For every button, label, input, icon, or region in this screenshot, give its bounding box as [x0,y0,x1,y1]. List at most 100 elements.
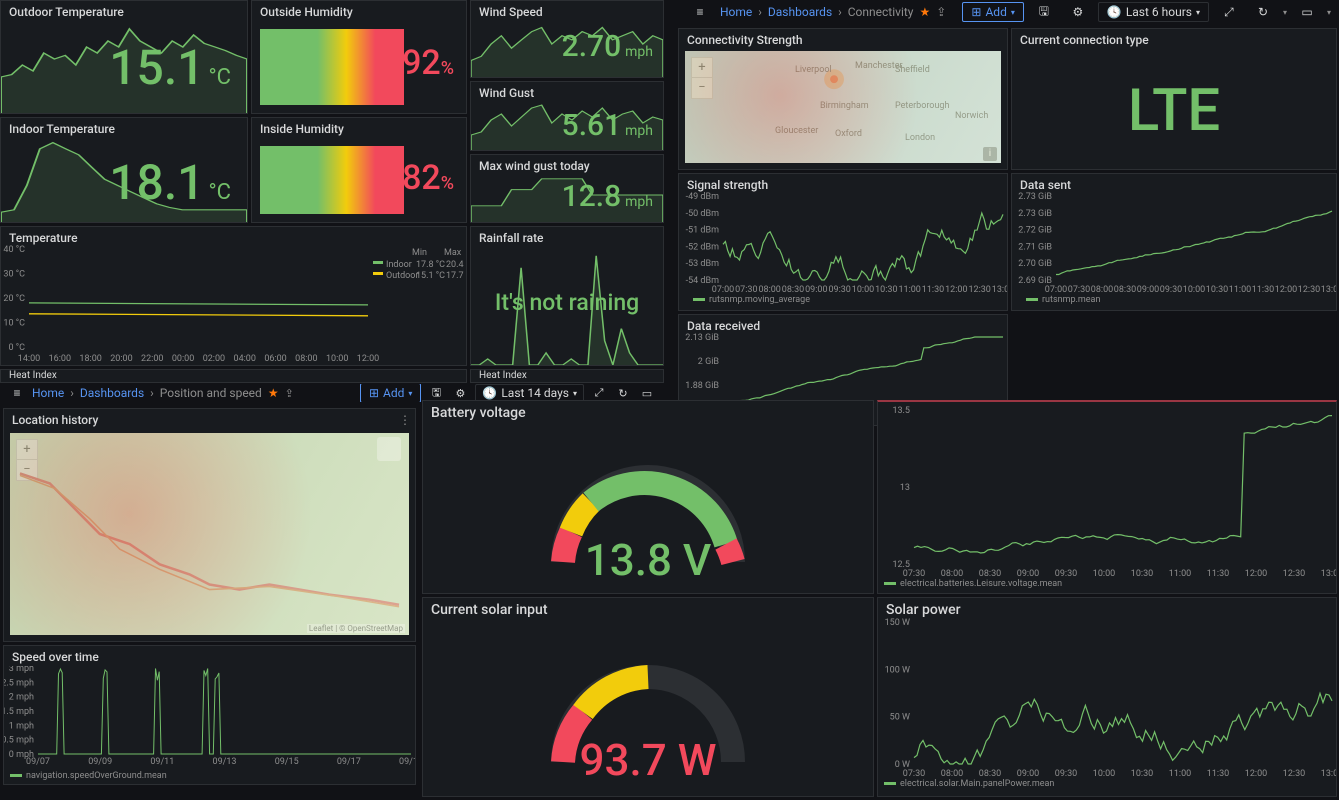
zoom-out-icon[interactable]: ⤢ [1215,0,1243,24]
svg-text:07:30: 07:30 [903,769,925,779]
panel-outdoor-temp[interactable]: Outdoor Temperature 15.1 °C [0,0,248,114]
panel-title: Connectivity Strength [679,29,1007,51]
svg-text:12:30: 12:30 [1283,769,1305,779]
panel-heat-index-left[interactable]: Heat Index [0,369,467,383]
svg-text:rutsnmp.moving_average: rutsnmp.moving_average [709,295,810,305]
svg-text:2.73 GiB: 2.73 GiB [1018,192,1052,202]
share-icon[interactable]: ⇪ [285,387,294,400]
crumb-dashboards[interactable]: Dashboards [80,386,144,400]
panel-speed-over-time[interactable]: Speed over time 0 mph0.5 mph1 mph1.5 mph… [3,645,416,785]
svg-text:10:00: 10:00 [1093,769,1115,779]
zoom-out-button[interactable]: − [17,460,37,480]
panel-indoor-temp[interactable]: Indoor Temperature 18.1 °C [0,117,248,223]
panel-signal-strength[interactable]: Signal strength -54 dBm-53 dBm-52 dBm-51… [678,173,1008,311]
panel-title: Heat Index [471,370,663,381]
svg-text:08:00: 08:00 [295,354,317,364]
panel-battery-voltage[interactable]: Battery voltage 13.8 V [422,400,874,594]
star-icon[interactable]: ★ [919,5,930,19]
panel-data-sent[interactable]: Data sent 2.69 GiB2.70 GiB2.71 GiB2.72 G… [1011,173,1337,311]
add-button[interactable]: ⊞Add▾ [360,384,421,402]
outdoor-temp-unit: °C [208,65,231,90]
svg-text:2.70 GiB: 2.70 GiB [1018,259,1052,269]
svg-text:2 GiB: 2 GiB [698,357,720,367]
svg-text:11:00: 11:00 [1169,769,1191,779]
svg-text:-50 dBm: -50 dBm [686,209,720,219]
panel-connectivity-strength[interactable]: Connectivity Strength +− Liverpool Manch… [678,28,1008,170]
panel-wind-gust[interactable]: Wind Gust 5.61 mph [470,81,664,151]
settings-icon[interactable]: ⚙ [1064,0,1092,24]
indoor-temp-value: 18.1 [109,154,204,211]
zoom-in-button[interactable]: + [17,440,37,460]
tv-icon[interactable]: ▭ [1293,0,1321,24]
panel-outside-humidity[interactable]: Outside Humidity 92% [251,0,467,114]
svg-text:08:00: 08:00 [1091,285,1113,295]
svg-text:15.1 °C: 15.1 °C [416,271,445,281]
crumb-current: Position and speed [160,386,262,400]
map-zoom[interactable]: +− [691,57,713,99]
svg-text:10:00: 10:00 [852,285,874,295]
layer-icon[interactable] [377,437,401,461]
svg-text:2 mph: 2 mph [9,693,34,703]
zoom-out-button[interactable]: − [692,78,712,98]
panel-rainfall[interactable]: Rainfall rate It's not raining [470,226,664,366]
svg-text:16:00: 16:00 [49,354,71,364]
share-icon[interactable]: ⇪ [936,5,946,19]
svg-text:02:00: 02:00 [203,354,225,364]
save-icon[interactable]: 🖫 [1030,0,1058,24]
panel-menu-icon[interactable]: ⋮ [399,413,411,427]
crumb-dashboards[interactable]: Dashboards [768,5,832,19]
panel-location-history[interactable]: Location history ⋮ +− Leaflet | © OpenSt… [3,408,416,642]
svg-text:09/17: 09/17 [337,757,361,767]
svg-text:3 mph: 3 mph [9,666,34,674]
menu-icon[interactable]: ≡ [8,384,26,402]
svg-text:07:30: 07:30 [903,569,925,579]
svg-text:0.5 mph: 0.5 mph [4,736,34,746]
svg-text:09:30: 09:30 [1160,285,1182,295]
svg-text:09/19: 09/19 [399,757,416,767]
svg-text:09/13: 09/13 [213,757,237,767]
panel-voltage-chart[interactable]: 12.51313.507:3008:0008:3009:0009:3010:00… [877,400,1337,594]
svg-text:13:00: 13:00 [1321,569,1337,579]
svg-text:2.13 GiB: 2.13 GiB [685,333,719,343]
svg-text:09/09: 09/09 [88,757,112,767]
time-range-button[interactable]: 🕓Last 6 hours▾ [1098,2,1209,22]
svg-text:10:30: 10:30 [875,285,897,295]
refresh-icon[interactable]: ↻ [1249,0,1277,24]
panel-temperature-chart[interactable]: Temperature 0 °C10 °C20 °C30 °C40 °C14:0… [0,226,467,366]
add-button[interactable]: ⊞Add▾ [962,2,1023,22]
panel-wind-speed[interactable]: Wind Speed 2.70 mph [470,0,664,78]
svg-text:10 °C: 10 °C [3,319,25,329]
panel-heat-index-right[interactable]: Heat Index [470,369,664,383]
battery-voltage-value: 13.8 V [585,534,712,586]
svg-text:1 mph: 1 mph [9,721,34,731]
star-icon[interactable]: ★ [268,386,279,400]
svg-text:09:30: 09:30 [1055,769,1077,779]
crumb-home[interactable]: Home [720,5,752,19]
crumb-home[interactable]: Home [32,386,64,400]
wind-speed-value: 2.70 [562,29,622,64]
panel-connection-type[interactable]: Current connection type LTE [1011,28,1337,170]
svg-text:-51 dBm: -51 dBm [686,226,720,236]
solar-input-value: 93.7 W [580,734,717,786]
svg-text:09/11: 09/11 [150,757,174,767]
svg-text:2.72 GiB: 2.72 GiB [1018,226,1052,236]
menu-icon[interactable]: ≡ [686,0,714,24]
crumb-current: Connectivity [848,5,914,19]
svg-text:50 W: 50 W [890,713,910,723]
panel-solar-power[interactable]: Solar power 0 W50 W100 W150 W07:3008:000… [877,597,1337,797]
svg-text:13:00: 13:00 [1321,285,1337,295]
map-zoom[interactable]: +− [16,439,38,481]
svg-text:08:30: 08:30 [1114,285,1136,295]
svg-text:Outdoor: Outdoor [386,271,419,281]
svg-text:10:30: 10:30 [1131,569,1153,579]
panel-inside-humidity[interactable]: Inside Humidity 82% [251,117,467,223]
svg-text:150 W: 150 W [885,618,910,628]
zoom-in-button[interactable]: + [692,58,712,78]
svg-text:electrical.solar.Main.panelPow: electrical.solar.Main.panelPower.mean [900,779,1054,789]
wind-speed-unit: mph [625,44,653,60]
info-icon[interactable]: i [983,147,997,161]
panel-solar-input[interactable]: Current solar input 93.7 W [422,597,874,797]
svg-text:08:00: 08:00 [941,569,963,579]
panel-max-wind[interactable]: Max wind gust today 12.8 mph [470,154,664,223]
svg-text:09/15: 09/15 [275,757,299,767]
